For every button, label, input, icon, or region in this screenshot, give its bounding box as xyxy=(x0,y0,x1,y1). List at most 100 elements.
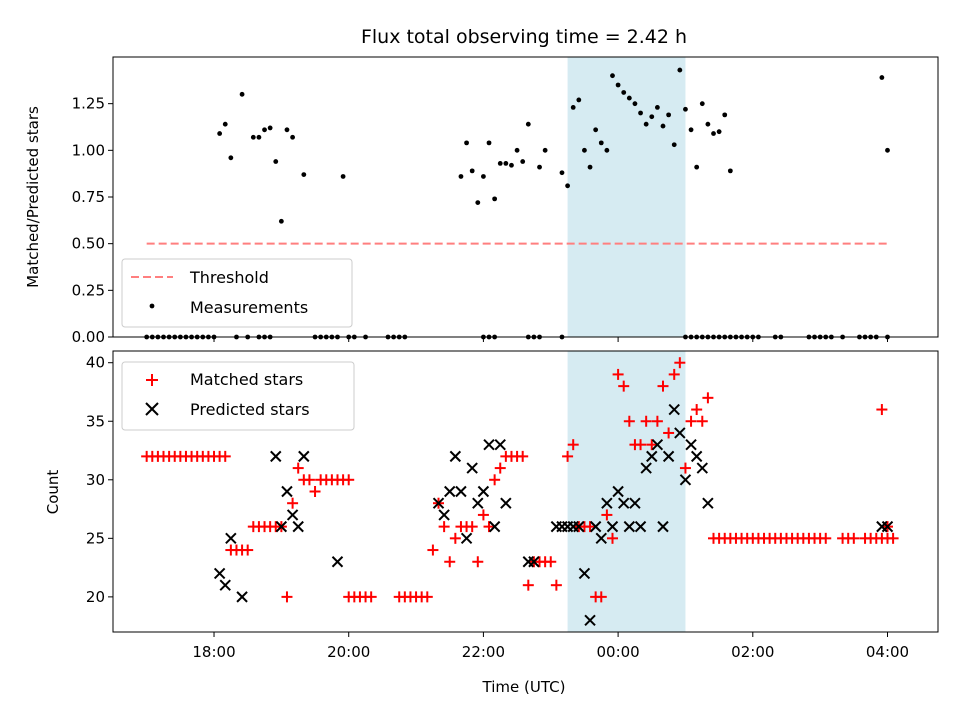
measurement-point xyxy=(688,127,694,133)
matched-star-point xyxy=(848,532,860,544)
predicted-star-point xyxy=(488,520,501,533)
predicted-star-point xyxy=(640,462,652,474)
matched-star-point xyxy=(343,474,355,486)
predicted-star-point xyxy=(623,520,636,533)
matched-star-point xyxy=(618,380,630,392)
predicted-star-point xyxy=(281,485,293,498)
measurement-point xyxy=(469,168,475,174)
measurement-point xyxy=(497,161,503,166)
matched-star-point xyxy=(601,509,613,521)
matched-star-point xyxy=(545,556,557,568)
bottom-legend: Matched stars Predicted stars xyxy=(121,361,355,431)
predicted-star-point xyxy=(612,485,624,498)
matched-star-point xyxy=(517,450,529,462)
measurement-point xyxy=(570,105,576,110)
measurement-point xyxy=(885,147,890,153)
measurement-point xyxy=(666,112,672,118)
measurement-point xyxy=(340,174,346,179)
predicted-star-point xyxy=(213,567,226,580)
predicted-star-point xyxy=(449,450,462,463)
predicted-star-point xyxy=(275,520,288,533)
matched-star-point xyxy=(646,439,658,451)
predicted-star-point xyxy=(477,485,490,498)
measurement-point xyxy=(649,114,655,120)
bottom-x-ticks: 18:00 20:00 22:00 00:00 02:00 04:00 xyxy=(192,632,909,661)
measurement-point xyxy=(705,121,711,127)
predicted-legend-label: Predicted stars xyxy=(190,400,310,419)
matched-star-point xyxy=(292,462,304,474)
predicted-star-point xyxy=(668,403,680,416)
bottom-axes-frame xyxy=(112,350,939,633)
measurement-point xyxy=(278,218,284,224)
predicted-star-point xyxy=(432,497,445,509)
measurement-point xyxy=(537,164,542,170)
measurement-point xyxy=(559,170,565,176)
measurement-point xyxy=(604,147,610,153)
matched-star-point xyxy=(657,380,669,392)
predicted-star-point xyxy=(455,485,467,498)
measurement-point xyxy=(458,174,464,179)
matched-star-point xyxy=(242,544,254,556)
matched-star-point xyxy=(679,462,691,474)
bottom-x-tick-label: 18:00 xyxy=(192,643,235,661)
top-y-ticks: 0.00 0.25 0.50 0.75 1.00 1.25 xyxy=(72,95,113,346)
matched-star-point xyxy=(651,415,663,427)
measurement-point xyxy=(610,73,615,79)
threshold-legend-label: Threshold xyxy=(189,268,269,287)
top-legend-box xyxy=(121,258,353,328)
measurement-point xyxy=(615,82,621,88)
predicted-star-point xyxy=(674,427,686,439)
matched-star-point xyxy=(702,392,714,404)
predicted-star-point xyxy=(651,438,664,451)
matched-star-point xyxy=(281,591,293,603)
measurement-point xyxy=(598,140,604,146)
predicted-star-point xyxy=(331,556,344,568)
measurement-point xyxy=(228,155,234,161)
predicted-star-point xyxy=(292,520,304,533)
bottom-x-tick-label: 22:00 xyxy=(462,643,505,661)
measurement-point xyxy=(565,183,570,189)
predicted-star-point xyxy=(483,438,495,451)
measurement-point xyxy=(262,127,267,133)
bottom-x-tick-label: 00:00 xyxy=(596,643,639,661)
predicted-star-point xyxy=(629,497,641,509)
predicted-star-point xyxy=(438,509,450,521)
bottom-y-ticks: 20 25 30 35 40 xyxy=(86,354,113,606)
matched-legend-label: Matched stars xyxy=(190,370,303,389)
measurement-point xyxy=(222,121,228,127)
matched-star-point xyxy=(887,532,899,544)
predicted-star-point xyxy=(601,497,613,509)
predicted-star-point xyxy=(573,520,585,533)
top-x-ticks xyxy=(213,337,888,342)
matched-star-point xyxy=(668,368,680,380)
bottom-y-tick-label: 30 xyxy=(86,471,105,489)
predicted-star-point xyxy=(690,450,703,463)
measurements-legend-swatch xyxy=(149,303,155,309)
matched-star-point xyxy=(449,532,461,544)
matched-star-point xyxy=(483,521,495,533)
predicted-star-point xyxy=(270,450,282,463)
matched-star-point xyxy=(466,521,478,533)
predicted-star-point xyxy=(662,450,675,463)
predicted-star-point xyxy=(219,579,231,591)
measurement-point xyxy=(711,131,716,136)
matched-star-point xyxy=(309,486,321,497)
measurement-point xyxy=(587,164,593,170)
matched-star-point xyxy=(595,591,607,603)
measurement-point xyxy=(582,147,587,153)
top-y-axis-label: Matched/Predicted stars xyxy=(24,106,42,288)
matched-star-point xyxy=(421,591,433,603)
predicted-star-point xyxy=(528,556,540,568)
matched-star-point xyxy=(612,368,624,380)
measurement-point xyxy=(621,90,627,95)
measurement-point xyxy=(267,125,273,131)
bottom-legend-box xyxy=(121,361,355,431)
predicted-star-point xyxy=(702,497,714,509)
matched-star-point xyxy=(365,591,377,603)
matched-star-point xyxy=(427,544,439,556)
matched-star-point xyxy=(522,579,534,591)
predicted-star-point xyxy=(634,520,647,533)
matched-star-point xyxy=(606,532,618,544)
predicted-star-point xyxy=(500,497,512,509)
